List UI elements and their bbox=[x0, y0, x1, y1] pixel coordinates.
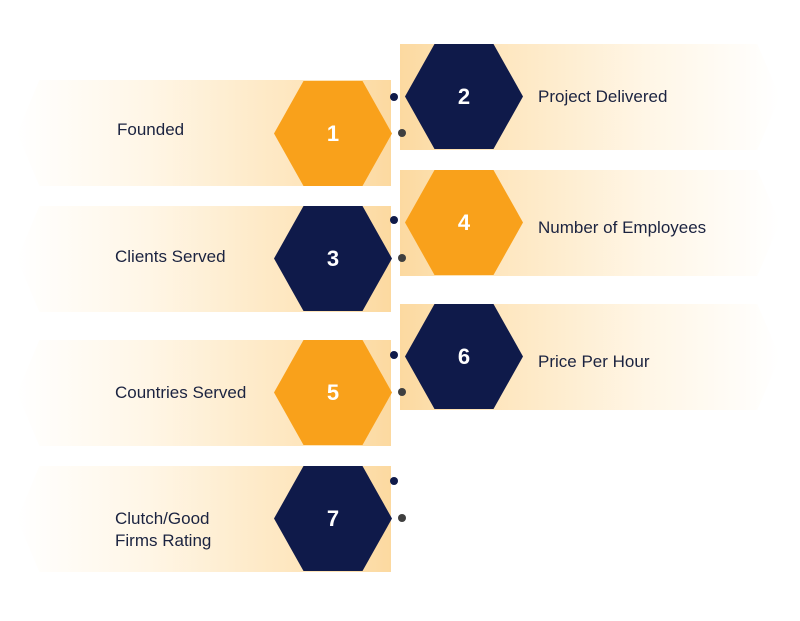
label-number-of-employees: Number of Employees bbox=[538, 218, 707, 237]
label-project-delivered: Project Delivered bbox=[538, 87, 668, 106]
connector-dot bbox=[390, 93, 398, 101]
connector-dot bbox=[390, 351, 398, 359]
label-clutch-rating: Clutch/Good Firms Rating bbox=[115, 509, 212, 550]
number-7: 7 bbox=[326, 505, 340, 531]
label-price-per-hour: Price Per Hour bbox=[538, 352, 650, 371]
connector-dot bbox=[398, 254, 406, 262]
label-founded: Founded bbox=[117, 120, 185, 139]
connector-dot bbox=[398, 388, 406, 396]
number-4: 4 bbox=[457, 209, 471, 235]
connector-dot bbox=[390, 216, 398, 224]
number-6: 6 bbox=[457, 343, 471, 369]
label-countries-served: Countries Served bbox=[115, 383, 247, 402]
connector-dot bbox=[390, 477, 398, 485]
label-clients-served: Clients Served bbox=[115, 247, 226, 266]
connector-dot bbox=[398, 514, 406, 522]
connector-dot bbox=[398, 129, 406, 137]
number-3: 3 bbox=[326, 245, 340, 271]
number-2: 2 bbox=[457, 83, 471, 109]
number-1: 1 bbox=[326, 120, 340, 146]
number-5: 5 bbox=[326, 379, 340, 405]
